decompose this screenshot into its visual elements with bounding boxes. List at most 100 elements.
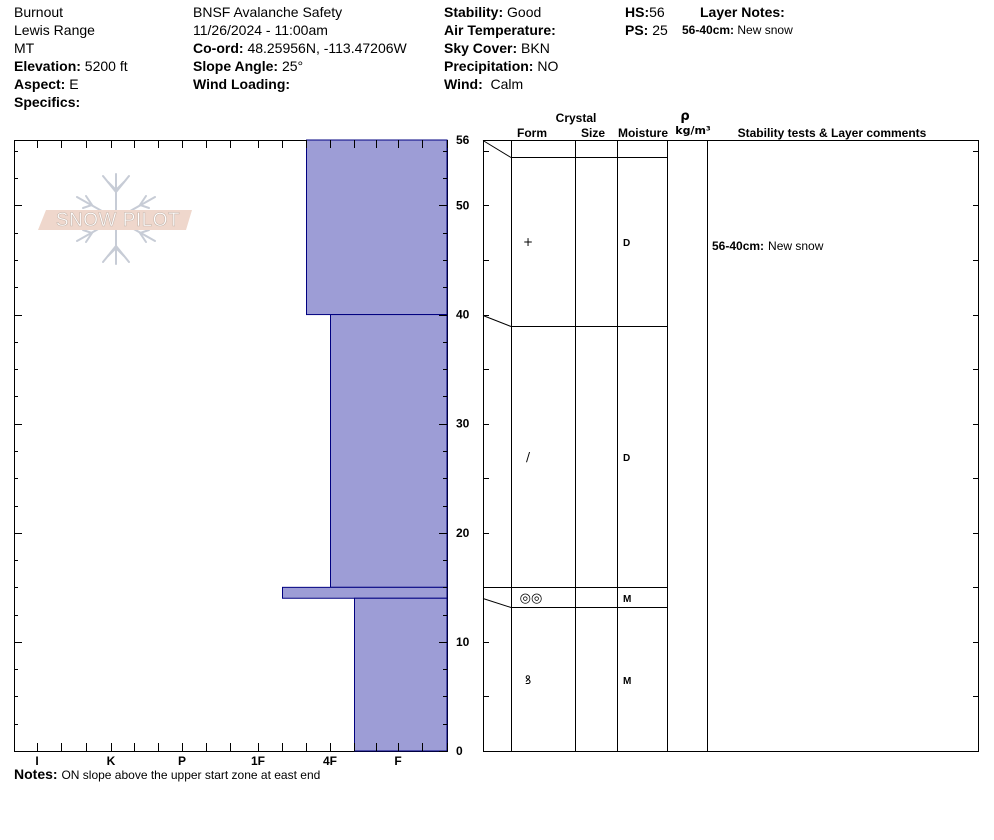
table-height-ticks (483, 151, 979, 752)
moisture-value: D (623, 453, 630, 464)
table-frame (483, 140, 979, 752)
height-label: 30 (456, 417, 470, 431)
notes-label: Notes: (14, 766, 58, 782)
observation-datetime: 11/26/2024 - 11:00am (193, 22, 328, 38)
mountain-range: Lewis Range (14, 22, 95, 38)
slope-field: Slope Angle: 25° (193, 57, 407, 75)
size-header: Size (581, 126, 605, 140)
height-label: 50 (456, 198, 470, 212)
layer-note-text: New snow (737, 23, 793, 37)
elevation-field: Elevation: 5200 ft (14, 57, 128, 75)
hardness-layers (282, 139, 448, 752)
ps-field: PS: 25 (625, 21, 668, 39)
comments-header: Stability tests & Layer comments (738, 126, 927, 140)
layer-note: 56-40cm: New snow (682, 21, 793, 39)
stability-field: Stability: Good (444, 3, 558, 21)
moisture-value: M (623, 594, 631, 605)
height-label: 56 (456, 133, 470, 147)
logo-banner (38, 210, 192, 230)
melt-freeze-crust-icon: ◎◎ (520, 591, 543, 606)
specifics-field: Specifics: (14, 93, 128, 111)
location-name: Burnout (14, 4, 64, 20)
air-temp-label: Air Temperature: (444, 22, 556, 38)
hardness-axis: I K P 1F 4F F (14, 140, 448, 768)
state: MT (14, 40, 35, 56)
slope-label: Slope Angle: (193, 58, 279, 74)
organization: BNSF Avalanche Safety (193, 4, 343, 20)
header-col-5: Layer Notes: 56-40cm: New snow (682, 3, 793, 39)
stability-label: Stability: (444, 4, 504, 20)
air-temp-field: Air Temperature: (444, 21, 558, 39)
layer-comment-range: 56-40cm: (712, 239, 764, 253)
sky-label: Sky Cover: (444, 40, 518, 56)
aspect-label: Aspect: (14, 76, 66, 92)
precip-field: Precipitation: NO (444, 57, 558, 75)
wind-label: Wind: (444, 76, 483, 92)
rounded-grains-icon: ꝸ (525, 673, 531, 687)
decomposing-fragment-icon: / (526, 450, 531, 464)
snowpilot-logo: SNOW PILOT (38, 173, 192, 265)
coord-value: 48.25956N, -113.47206W (247, 40, 407, 56)
sky-value: BKN (521, 40, 550, 56)
hs-label: HS: (625, 4, 650, 20)
precip-value: NO (537, 58, 559, 74)
precip-label: Precipitation: (444, 58, 534, 74)
hardness-bar (330, 314, 448, 588)
wind-loading-field: Wind Loading: (193, 75, 407, 93)
layer-comment: 56-40cm: New snow (712, 239, 824, 253)
moisture-value: M (623, 676, 631, 687)
hardness-bar (306, 139, 448, 316)
stability-value: Good (507, 4, 542, 20)
height-label: 20 (456, 526, 470, 540)
header-col-3: Stability: Good Air Temperature: Sky Cov… (444, 3, 558, 93)
layer-connector (482, 315, 512, 327)
sky-field: Sky Cover: BKN (444, 39, 558, 57)
notes: Notes: ON slope above the upper start zo… (14, 766, 320, 782)
precipitation-particle-icon: + (523, 235, 533, 249)
header-col-1: Burnout Lewis Range MT Elevation: 5200 f… (14, 3, 128, 111)
hardness-label: F (394, 754, 401, 768)
wind-loading-label: Wind Loading: (193, 76, 291, 92)
layer-notes-heading: Layer Notes: (682, 3, 793, 21)
layer-connector (482, 598, 512, 608)
moisture-value: D (623, 238, 630, 249)
form-header: Form (517, 126, 547, 140)
elevation-value: 5200 ft (84, 58, 128, 74)
height-label: 40 (456, 308, 470, 322)
hardness-label: 4F (323, 754, 337, 768)
hardness-label: P (178, 754, 186, 768)
table-layer-rows: + D / D ◎◎ Mꝸ M (482, 140, 667, 687)
hs-field: HS:56 (625, 3, 668, 21)
wind-field: Wind: Calm (444, 75, 558, 93)
rho-header: ρ (680, 109, 689, 124)
density-unit-header: kg/m³ (675, 124, 711, 137)
layer-note-range: 56-40cm: (682, 23, 735, 37)
ps-label: PS: (625, 22, 649, 38)
hardness-bar (354, 597, 448, 752)
elevation-label: Elevation: (14, 58, 81, 74)
header-col-4: HS:56 PS: 25 (625, 3, 668, 39)
hardness-label: I (35, 754, 38, 768)
hardness-label: K (107, 754, 116, 768)
layer-notes-label: Layer Notes: (700, 4, 785, 20)
height-label: 10 (456, 635, 470, 649)
specifics-label: Specifics: (14, 94, 81, 110)
stratigraphy-table: Crystal ρ Form Size Moisture kg/m³ Stabi… (482, 109, 979, 752)
coord-field: Co-ord: 48.25956N, -113.47206W (193, 39, 407, 57)
aspect-value: E (69, 76, 79, 92)
hardness-bar (282, 586, 448, 599)
hardness-label: 1F (251, 754, 265, 768)
slope-value: 25° (281, 58, 304, 74)
ps-value: 25 (652, 22, 668, 38)
moisture-header: Moisture (618, 126, 668, 140)
notes-text: ON slope above the upper start zone at e… (61, 768, 321, 782)
height-label: 0 (456, 744, 463, 758)
aspect-field: Aspect: E (14, 75, 128, 93)
logo-text: SNOW PILOT (56, 210, 180, 231)
hs-value: 56 (649, 4, 665, 20)
height-axis: 0 10 20 30 40 50 56 (14, 133, 470, 758)
crystal-header: Crystal (556, 111, 597, 125)
coord-label: Co-ord: (193, 40, 244, 56)
layer-comment-text: New snow (768, 239, 824, 253)
